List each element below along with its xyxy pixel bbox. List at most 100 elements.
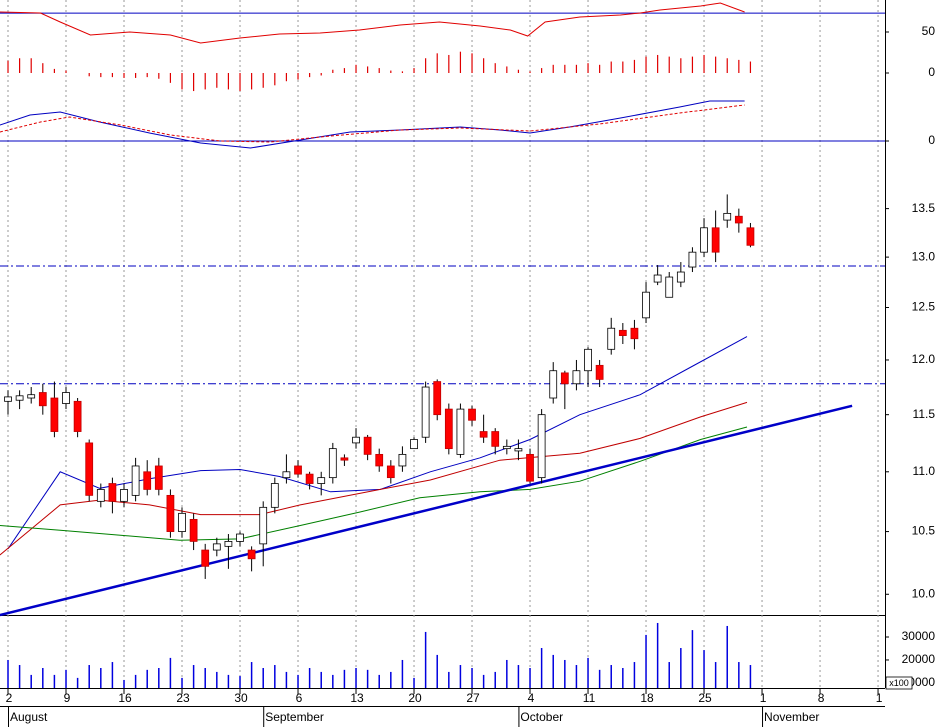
- moving-average: [7, 336, 748, 550]
- y-tick-label: 13.5: [912, 201, 936, 215]
- candle-body: [595, 364, 604, 380]
- candle-body: [734, 215, 743, 224]
- x-tick-label: 27: [466, 691, 480, 705]
- candle-body: [62, 392, 70, 404]
- candle-body: [560, 372, 569, 385]
- unit-label: x100: [889, 678, 909, 688]
- x-tick-label: 11: [583, 691, 596, 705]
- x-tick-label: 8: [818, 691, 825, 705]
- candle-body: [178, 512, 186, 532]
- candle-body: [363, 436, 372, 455]
- candle-body: [247, 549, 256, 560]
- candle-body: [653, 274, 662, 283]
- candle-body: [4, 396, 12, 402]
- moving-average: [0, 426, 748, 541]
- x-tick-label: 1: [876, 691, 883, 705]
- candle-body: [340, 457, 349, 461]
- candle-body: [108, 483, 117, 502]
- candle-body: [410, 439, 418, 450]
- y-tick-label: 50: [922, 24, 936, 38]
- candle-body: [282, 471, 291, 479]
- candle-body: [572, 370, 581, 385]
- candle-body: [502, 445, 511, 450]
- candle-body: [259, 506, 268, 545]
- y-tick-label: 10.0: [912, 586, 936, 600]
- candle-body: [201, 549, 210, 567]
- candle-body: [468, 408, 476, 421]
- candle-body: [479, 431, 488, 438]
- candle-body: [630, 327, 639, 340]
- candle-body: [711, 227, 720, 253]
- x-tick-label: 18: [640, 691, 654, 705]
- x-tick-label: 13: [350, 691, 364, 705]
- candle-body: [549, 370, 558, 399]
- y-tick-label: 10.5: [912, 524, 936, 538]
- candle-body: [386, 465, 395, 479]
- candle-body: [236, 533, 244, 542]
- candle-body: [584, 348, 592, 372]
- candle-body: [676, 271, 685, 283]
- indicator-line: [0, 2, 745, 44]
- month-label: August: [10, 710, 48, 724]
- candle-body: [96, 489, 105, 502]
- x-tick-label: 16: [118, 691, 132, 705]
- candle-body: [723, 212, 732, 221]
- x-tick-label: 23: [176, 691, 190, 705]
- candle-body: [143, 471, 152, 490]
- candle-body: [665, 276, 674, 298]
- candle-body: [328, 448, 337, 479]
- y-tick-label: 12.5: [912, 300, 936, 314]
- trend-line: [0, 404, 853, 617]
- candle-body: [15, 395, 24, 401]
- candle-body: [746, 227, 755, 246]
- candle-body: [491, 431, 500, 447]
- candle-body: [642, 291, 650, 319]
- candle-body: [514, 448, 523, 452]
- candle-body: [375, 453, 384, 467]
- candle-body: [27, 394, 36, 399]
- candle-body: [618, 329, 627, 336]
- x-tick-label: 30: [234, 691, 248, 705]
- candle-body: [50, 397, 59, 432]
- candle-body: [526, 453, 534, 482]
- candle-body: [212, 543, 221, 551]
- y-tick-label: 12.0: [912, 352, 936, 366]
- y-tick-label: 11.0: [913, 464, 936, 478]
- candle-body: [352, 436, 360, 444]
- indicator-line: [0, 104, 745, 143]
- candle-body: [73, 400, 82, 432]
- candle-body: [166, 494, 175, 532]
- month-label: September: [265, 710, 324, 724]
- candle-body: [688, 251, 697, 268]
- candle-body: [85, 442, 94, 496]
- candle-body: [444, 408, 453, 450]
- candle-body: [120, 489, 128, 502]
- candle-body: [131, 465, 140, 496]
- candle-body: [294, 465, 302, 475]
- candle-body: [317, 477, 326, 484]
- moving-average: [0, 401, 748, 556]
- candle-body: [607, 327, 616, 350]
- x-tick-label: 6: [296, 691, 303, 705]
- month-label: October: [520, 710, 563, 724]
- y-tick-label: 30000: [902, 629, 936, 643]
- candle-body: [398, 453, 407, 467]
- candle-body: [433, 381, 442, 416]
- candle-body: [305, 473, 314, 484]
- candle-body: [189, 518, 198, 542]
- x-tick-label: 1: [760, 691, 767, 705]
- x-tick-label: 2: [6, 691, 13, 705]
- x-tick-label: 20: [408, 691, 422, 705]
- candle-body: [154, 465, 163, 490]
- candle-body: [38, 392, 47, 407]
- candle-body: [270, 483, 279, 508]
- candle-body: [421, 386, 430, 438]
- y-tick-label: 0: [928, 65, 935, 79]
- candle-body: [537, 414, 546, 479]
- x-tick-label: 25: [698, 691, 712, 705]
- unit-box: [885, 676, 913, 690]
- candle-body: [224, 541, 233, 547]
- y-tick-label: 20000: [902, 652, 936, 666]
